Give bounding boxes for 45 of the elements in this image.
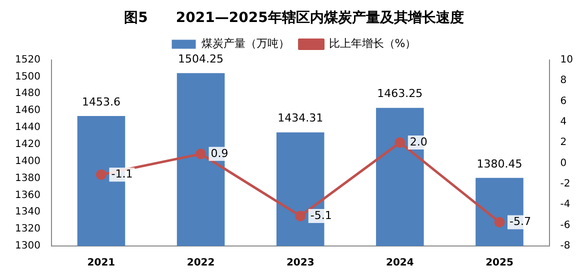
y-tick-label: 1500 xyxy=(14,71,40,82)
y2-tick-label: 10 xyxy=(560,54,574,66)
y-tick-label: 1300 xyxy=(14,240,40,252)
data-label: -1.1 xyxy=(111,167,133,180)
y-tick-label: 1400 xyxy=(14,156,40,167)
legend-label: 比上年增长（%） xyxy=(328,37,416,50)
data-label: 1463.25 xyxy=(377,87,423,100)
y-tick-label: 1360 xyxy=(14,190,40,201)
data-label: 1380.45 xyxy=(476,157,522,170)
y-tick-label: 1320 xyxy=(14,224,40,235)
point xyxy=(494,216,505,228)
y-tick-label: 1460 xyxy=(14,105,40,116)
point xyxy=(96,169,106,180)
data-label: -5.7 xyxy=(509,215,531,228)
y2-tick-label: -2 xyxy=(560,178,570,190)
point xyxy=(394,137,406,148)
y-tick-label: 1380 xyxy=(14,172,40,184)
data-label: 1504.25 xyxy=(178,52,224,66)
data-label: -5.1 xyxy=(310,208,332,222)
y-tick-label: 1440 xyxy=(14,122,40,134)
y2-tick-label: -4 xyxy=(560,199,570,210)
x-tick-label: 2021 xyxy=(87,258,116,269)
y2-tick-label: 6 xyxy=(560,96,567,107)
data-label: 2.0 xyxy=(410,135,428,148)
chart-title: 图5 2021—2025年辖区内煤炭产量及其增长速度 xyxy=(124,9,464,26)
x-tick-label: 2022 xyxy=(186,258,215,269)
y-tick-label: 1340 xyxy=(14,206,40,218)
data-label: 1453.6 xyxy=(82,95,120,108)
y2-tick-label: 0 xyxy=(560,158,567,169)
y-tick-label: 1520 xyxy=(14,54,40,66)
y-tick-label: 1420 xyxy=(14,139,40,150)
y2-tick-label: -8 xyxy=(560,240,570,252)
y2-tick-label: -6 xyxy=(560,220,570,231)
y2-tick-label: 2 xyxy=(560,137,567,148)
x-tick-label: 2023 xyxy=(286,258,314,269)
y2-tick-label: 8 xyxy=(560,75,567,86)
data-label: 1434.31 xyxy=(278,112,324,125)
data-label: 0.9 xyxy=(210,146,228,160)
point xyxy=(295,210,306,222)
x-tick-label: 2024 xyxy=(386,258,414,269)
legend-label: 煤炭产量（万吨） xyxy=(201,37,290,50)
point xyxy=(196,148,206,160)
y-tick-label: 1480 xyxy=(14,88,40,100)
y2-tick-label: 4 xyxy=(560,116,567,128)
x-tick-label: 2025 xyxy=(486,258,514,269)
